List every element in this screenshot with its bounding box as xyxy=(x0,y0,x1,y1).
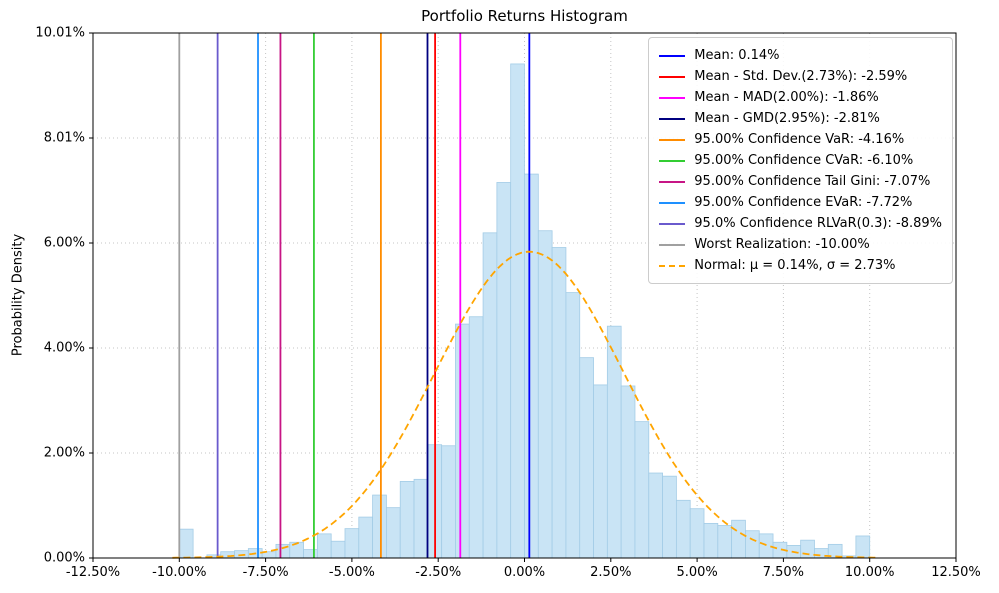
x-tick-label: -12.50% xyxy=(66,565,120,580)
x-tick-label: -10.00% xyxy=(152,565,206,580)
histogram-bar xyxy=(579,357,594,559)
legend-entry: 95.00% Confidence EVaR: -7.72% xyxy=(659,192,942,213)
histogram-bar xyxy=(689,508,705,559)
y-tick-label: 8.01% xyxy=(44,131,85,146)
histogram-bar xyxy=(648,472,663,559)
x-tick-label: -5.00% xyxy=(329,565,375,580)
legend-entry: 95.00% Confidence VaR: -4.16% xyxy=(659,129,942,150)
histogram-bar xyxy=(468,316,484,559)
histogram-bar xyxy=(372,494,387,559)
legend-line-swatch xyxy=(659,264,686,267)
histogram-bar xyxy=(399,481,415,559)
legend-label: 95.00% Confidence CVaR: -6.10% xyxy=(694,153,914,168)
legend-entry: Mean - GMD(2.95%): -2.81% xyxy=(659,108,942,129)
legend-label: Mean - Std. Dev.(2.73%): -2.59% xyxy=(694,69,908,84)
legend-line-swatch xyxy=(659,222,686,225)
x-tick-label: -7.50% xyxy=(243,565,289,580)
legend-label: 95.00% Confidence Tail Gini: -7.07% xyxy=(694,174,931,189)
histogram-bar xyxy=(703,522,719,559)
histogram-bar xyxy=(593,384,608,559)
histogram-bar xyxy=(524,173,539,559)
legend-label: Normal: μ = 0.14%, σ = 2.73% xyxy=(694,258,896,273)
histogram-bar xyxy=(551,247,567,559)
histogram-bar xyxy=(634,421,650,559)
histogram-bar xyxy=(496,182,512,559)
histogram-bar xyxy=(178,528,194,559)
histogram-bar xyxy=(482,232,498,559)
histogram-bar xyxy=(537,230,553,559)
histogram-bar xyxy=(344,528,360,559)
histogram-bar xyxy=(731,519,746,559)
histogram-bar xyxy=(330,540,346,559)
legend-entry: 95.0% Confidence RLVaR(0.3): -8.89% xyxy=(659,213,942,234)
x-tick-label: 0.00% xyxy=(504,565,545,580)
histogram-bar xyxy=(606,325,622,559)
histogram-bar xyxy=(565,292,581,559)
chart-title: Portfolio Returns Histogram xyxy=(421,7,628,25)
x-tick-label: -2.50% xyxy=(415,565,461,580)
x-tick-label: 10.00% xyxy=(845,565,895,580)
legend-line-swatch xyxy=(659,117,686,120)
histogram-bar xyxy=(358,516,374,559)
legend-entry: Mean - Std. Dev.(2.73%): -2.59% xyxy=(659,66,942,87)
legend-entry: 95.00% Confidence CVaR: -6.10% xyxy=(659,150,942,171)
y-tick-label: 2.00% xyxy=(44,446,85,461)
x-tick-label: 12.50% xyxy=(931,565,981,580)
legend-entry: Worst Realization: -10.00% xyxy=(659,234,942,255)
legend-label: 95.00% Confidence EVaR: -7.72% xyxy=(694,195,913,210)
legend-entry: 95.00% Confidence Tail Gini: -7.07% xyxy=(659,171,942,192)
legend-label: Mean - GMD(2.95%): -2.81% xyxy=(694,111,880,126)
y-tick-label: 6.00% xyxy=(44,236,85,251)
histogram-bar xyxy=(675,499,691,559)
histogram-bar xyxy=(455,323,470,559)
legend-line-swatch xyxy=(659,243,686,246)
histogram-bar xyxy=(855,535,871,559)
histogram-bar xyxy=(662,475,677,559)
legend-label: Mean - MAD(2.00%): -1.86% xyxy=(694,90,879,105)
histogram-bar xyxy=(386,507,401,559)
legend-entry: Mean - MAD(2.00%): -1.86% xyxy=(659,87,942,108)
x-tick-label: 5.00% xyxy=(676,565,717,580)
legend-entry: Mean: 0.14% xyxy=(659,45,942,66)
histogram-bar xyxy=(316,533,332,559)
legend: Mean: 0.14% Mean - Std. Dev.(2.73%): -2.5… xyxy=(648,37,953,284)
histogram-bar xyxy=(413,478,429,559)
legend-label: Worst Realization: -10.00% xyxy=(694,237,870,252)
histogram-bar xyxy=(717,525,733,559)
y-tick-label: 4.00% xyxy=(44,341,85,356)
y-tick-label: 10.01% xyxy=(35,26,85,41)
histogram-bar xyxy=(441,445,456,559)
histogram-bar xyxy=(510,63,525,559)
x-tick-label: 7.50% xyxy=(763,565,804,580)
histogram-bar xyxy=(620,385,636,559)
legend-label: Mean: 0.14% xyxy=(694,48,780,63)
legend-line-swatch xyxy=(659,159,686,162)
legend-line-swatch xyxy=(659,180,686,183)
histogram-bar xyxy=(289,541,304,559)
histogram-bar xyxy=(303,549,318,559)
legend-line-swatch xyxy=(659,75,686,78)
histogram-bar xyxy=(800,539,815,559)
legend-line-swatch xyxy=(659,96,686,99)
legend-entry: Normal: μ = 0.14%, σ = 2.73% xyxy=(659,255,942,276)
legend-line-swatch xyxy=(659,138,686,141)
legend-line-swatch xyxy=(659,54,686,57)
histogram-bar xyxy=(745,530,760,559)
legend-line-swatch xyxy=(659,201,686,204)
y-tick-label: 0.00% xyxy=(44,551,85,566)
legend-label: 95.0% Confidence RLVaR(0.3): -8.89% xyxy=(694,216,942,231)
legend-label: 95.00% Confidence VaR: -4.16% xyxy=(694,132,905,147)
x-tick-label: 2.50% xyxy=(590,565,631,580)
